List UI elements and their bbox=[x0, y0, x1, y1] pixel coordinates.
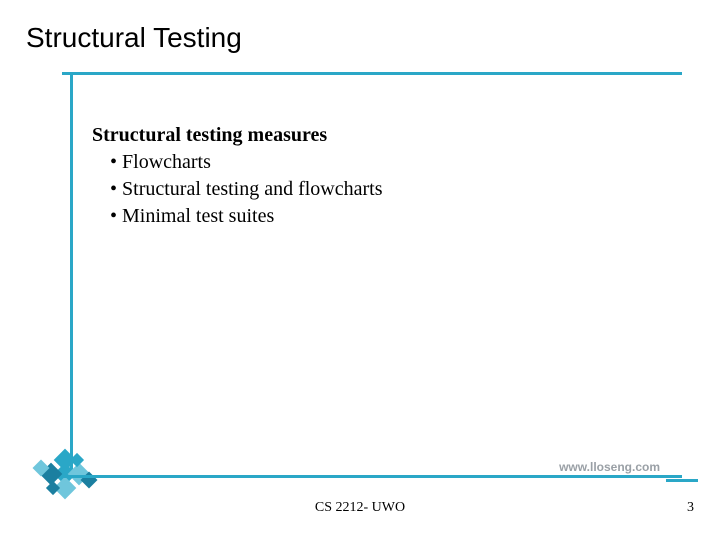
footer-rule bbox=[62, 475, 682, 478]
footer-rule-accent bbox=[666, 479, 698, 482]
slide-title: Structural Testing bbox=[26, 22, 242, 54]
page-number: 3 bbox=[687, 500, 694, 516]
title-underline bbox=[62, 72, 682, 75]
content-subheading: Structural testing measures bbox=[92, 122, 383, 149]
list-item: Minimal test suites bbox=[110, 203, 383, 230]
footer-site: www.lloseng.com bbox=[559, 460, 660, 474]
list-item: Flowcharts bbox=[110, 149, 383, 176]
bullet-list: Flowcharts Structural testing and flowch… bbox=[110, 149, 383, 230]
content-block: Structural testing measures Flowcharts S… bbox=[92, 122, 383, 230]
footer-course: CS 2212- UWO bbox=[0, 500, 720, 516]
list-item: Structural testing and flowcharts bbox=[110, 176, 383, 203]
corner-decoration bbox=[20, 444, 110, 504]
vertical-rule bbox=[70, 72, 73, 472]
